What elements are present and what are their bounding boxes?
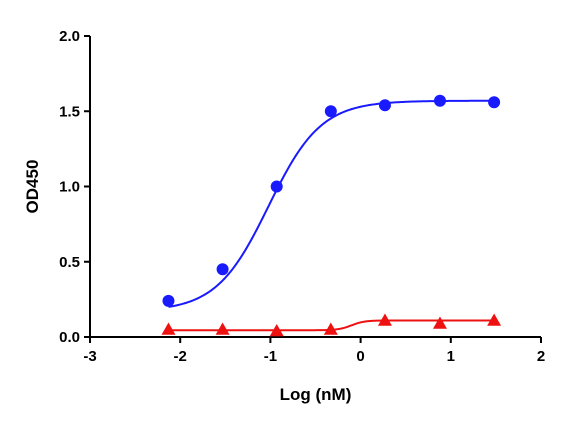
data-point-series-2 (161, 322, 176, 335)
data-point-series-2 (377, 313, 392, 326)
data-point-series-1 (488, 96, 501, 109)
x-tick-label: 1 (447, 348, 455, 365)
data-point-series-2 (215, 322, 230, 335)
data-point-series-2 (487, 313, 502, 326)
data-point-series-1 (324, 105, 337, 118)
y-tick-label: 0.5 (59, 254, 80, 271)
x-tick-label: -2 (174, 348, 187, 365)
fit-curve-1 (168, 99, 495, 308)
data-point-series-1 (433, 94, 446, 107)
data-point-series-1 (378, 99, 391, 112)
y-axis-title: OD450 (23, 160, 42, 214)
y-tick-label: 0.0 (59, 329, 80, 346)
data-point-series-1 (162, 294, 175, 307)
y-tick-label: 1.5 (59, 103, 80, 120)
axes: 0.0 0.5 1.0 1.5 2.0 -3 -2 -1 0 1 2 (59, 28, 545, 365)
data-points (161, 94, 502, 337)
data-point-series-2 (432, 316, 447, 329)
y-tick-label: 1.0 (59, 179, 80, 196)
x-axis-title: Log (nM) (280, 385, 352, 404)
y-tick-label: 2.0 (59, 28, 80, 45)
x-tick-label: 2 (537, 348, 545, 365)
fit-curves (168, 99, 495, 332)
x-tick-label: 0 (356, 348, 364, 365)
x-tick-label: -3 (83, 348, 96, 365)
data-point-series-1 (216, 263, 229, 276)
data-point-series-2 (323, 322, 338, 335)
x-tick-label: -1 (264, 348, 277, 365)
data-point-series-2 (269, 323, 284, 337)
data-point-series-1 (270, 180, 283, 193)
